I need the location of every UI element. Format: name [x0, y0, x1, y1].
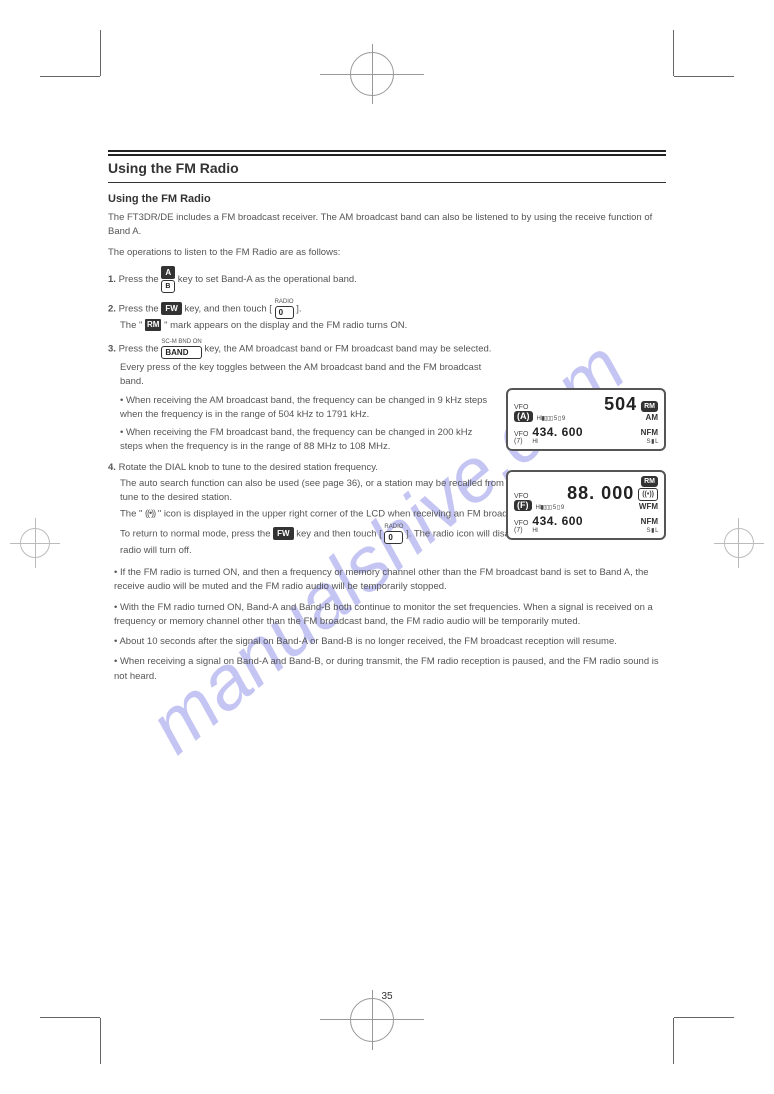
- step-text: key, and then touch [: [184, 303, 272, 314]
- lcd-display-fm: VFO (F) 88. 000 HI▮▯▯▯ 5 ▯ 9 RM ((•)) WF…: [506, 470, 666, 540]
- sub-text: key and then touch [: [296, 528, 382, 539]
- lcd-vfo-label: VFO: [514, 493, 532, 500]
- tip-text: With the FM radio turned ON, Band-A and …: [114, 602, 653, 627]
- fw-key-icon: FW: [161, 302, 181, 315]
- lcd-mode: NFM: [641, 517, 658, 526]
- side-registration: [714, 543, 764, 544]
- step-text: key to set Band-A as the operational ban…: [178, 274, 357, 285]
- lcd-meter: HI▮▯▯▯ 5 ▯ 9: [536, 504, 635, 511]
- page-content: Using the FM Radio Using the FM Radio Th…: [108, 150, 666, 690]
- side-registration: [738, 518, 739, 568]
- step-text: Press the: [119, 344, 162, 355]
- band-key: BAND: [161, 346, 201, 359]
- tip-item: • With the FM radio turned ON, Band-A an…: [114, 601, 666, 630]
- tip-item: • If the FM radio is turned ON, and then…: [114, 566, 666, 595]
- lcd-icons: S ▮ L: [647, 438, 658, 445]
- step-note: Every press of the key toggles between t…: [120, 361, 496, 390]
- lcd-meter: HI▮▯▯▯ 5 ▯ 9: [537, 415, 638, 422]
- tips-block: • If the FM radio is turned ON, and then…: [108, 566, 666, 684]
- step-number: 3.: [108, 344, 116, 355]
- zero-key: 0: [384, 531, 403, 544]
- lcd-mode: WFM: [639, 502, 658, 511]
- step-1: 1. Press the A B key to set Band-A as th…: [108, 266, 666, 293]
- lcd-meter: HI: [532, 439, 636, 445]
- chapter-title: Using the FM Radio: [108, 160, 666, 176]
- radio-key-icon: RADIO 0: [275, 299, 294, 319]
- tip-text: If the FM radio is turned ON, and then a…: [114, 567, 649, 592]
- crop-mark: [40, 1017, 100, 1018]
- sub-text: The ": [120, 509, 142, 520]
- sub-text: To return to normal mode, press the: [120, 528, 273, 539]
- radio-label: RADIO: [275, 299, 294, 305]
- crop-mark: [100, 1018, 101, 1064]
- band-label: SC-M BND ON: [161, 339, 201, 345]
- tip-item: • About 10 seconds after the signal on B…: [114, 635, 666, 649]
- intro-text: The FT3DR/DE includes a FM broadcast rec…: [108, 211, 666, 260]
- crop-mark: [674, 1017, 734, 1018]
- lcd-meter: HI: [532, 528, 636, 534]
- step-text: Rotate the DIAL knob to tune to the desi…: [119, 462, 378, 473]
- lcd-band-badge: (A): [514, 411, 533, 422]
- step-text: The ": [120, 320, 142, 331]
- crop-mark: [674, 76, 734, 77]
- lcd-rm-badge: RM: [641, 401, 658, 412]
- lcd-vfo-label: VFO: [514, 404, 533, 411]
- crop-mark: [673, 30, 674, 76]
- page-number: 35: [381, 991, 392, 1002]
- procedure-intro: The operations to listen to the FM Radio…: [108, 246, 666, 260]
- step-number: 1.: [108, 274, 116, 285]
- step-2: 2. Press the FW key, and then touch [ RA…: [108, 299, 666, 333]
- step-bullet: • When receiving the AM broadcast band, …: [120, 394, 496, 423]
- section-title: Using the FM Radio: [108, 193, 666, 205]
- lcd-icons: S ▮ L: [647, 527, 658, 534]
- registration-cross: [372, 44, 373, 104]
- crop-mark: [673, 1018, 674, 1064]
- lcd-antenna-icon: ((•)): [638, 488, 658, 501]
- chapter-title-bar: Using the FM Radio: [108, 150, 666, 176]
- registration-cross: [372, 990, 373, 1050]
- step-bullet: • When receiving the FM broadcast band, …: [120, 426, 496, 455]
- intro-paragraph: The FT3DR/DE includes a FM broadcast rec…: [108, 211, 666, 240]
- lcd-band-badge: (F): [514, 500, 532, 511]
- band-key-icon: SC-M BND ON BAND: [161, 339, 201, 359]
- lcd-band-num: (7): [514, 527, 528, 534]
- key-b: B: [161, 280, 175, 293]
- lcd-vfo-label: VFO: [514, 431, 528, 438]
- zero-key: 0: [275, 306, 294, 319]
- bullet-text: When receiving the AM broadcast band, th…: [120, 395, 487, 420]
- step-number: 2.: [108, 303, 116, 314]
- lcd-frequency: 434. 600: [532, 425, 636, 439]
- lcd-band-num: (7): [514, 438, 528, 445]
- sub-text: " icon is displayed in the upper right c…: [158, 509, 558, 520]
- crop-mark: [100, 30, 101, 76]
- crop-mark: [40, 76, 100, 77]
- radio-label: RADIO: [384, 524, 403, 530]
- lcd-rm-badge: RM: [641, 476, 658, 487]
- lcd-display-am: VFO (A) 504 HI▮▯▯▯ 5 ▯ 9 RM AM VFO (7) 4…: [506, 388, 666, 451]
- step-text: ].: [296, 303, 301, 314]
- section-rule: [108, 182, 666, 183]
- lcd-mode: AM: [646, 413, 658, 422]
- step-text: " mark appears on the display and the FM…: [164, 320, 407, 331]
- key-a: A: [161, 266, 175, 279]
- lcd-mode: NFM: [641, 428, 658, 437]
- step-text: Press the: [119, 274, 162, 285]
- lcd-vfo-label: VFO: [514, 520, 528, 527]
- step-text: key, the AM broadcast band or FM broadca…: [204, 344, 491, 355]
- radio-key-icon: RADIO 0: [384, 524, 403, 544]
- side-registration: [35, 518, 36, 568]
- lcd-frequency: 434. 600: [532, 514, 636, 528]
- ab-key-icon: A B: [161, 266, 175, 293]
- fw-key-icon: FW: [273, 527, 293, 540]
- bullet-text: When receiving the FM broadcast band, th…: [120, 427, 472, 452]
- rm-icon: RM: [145, 319, 161, 331]
- tip-text: About 10 seconds after the signal on Ban…: [119, 636, 616, 647]
- step-number: 4.: [108, 462, 116, 473]
- tip-item: • When receiving a signal on Band-A and …: [114, 655, 666, 684]
- antenna-icon: ((•)): [145, 507, 155, 521]
- step-text: Press the: [119, 303, 162, 314]
- tip-text: When receiving a signal on Band-A and Ba…: [114, 656, 659, 681]
- lcd-frequency: 88. 000: [536, 483, 635, 504]
- lcd-frequency: 504: [537, 394, 638, 415]
